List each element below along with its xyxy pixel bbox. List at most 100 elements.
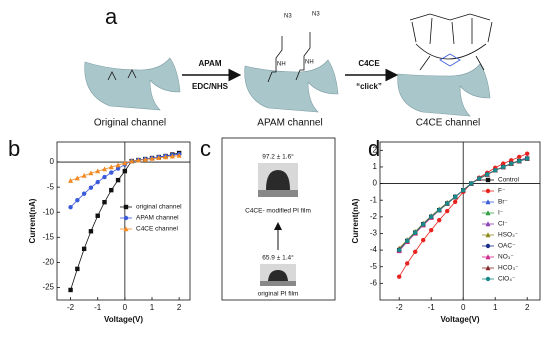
y-tick-label: 0 [373, 179, 378, 188]
caption: C4CE- modified PI film [245, 208, 311, 215]
marker [517, 154, 522, 160]
step-label: “click” [356, 82, 382, 91]
legend-label: Br⁻ [498, 199, 509, 206]
y-tick-label: -2 [370, 212, 378, 221]
marker [156, 155, 162, 160]
channel-apam: N3 N3 NH NH [244, 12, 339, 113]
legend-marker [485, 276, 491, 282]
marker [81, 191, 87, 196]
marker [485, 172, 490, 177]
legend-label: APAM channel [136, 215, 179, 222]
marker [176, 152, 182, 158]
x-tick-label: -2 [396, 303, 404, 312]
marker [142, 156, 148, 162]
marker [74, 175, 80, 181]
x-tick-label: -2 [67, 303, 75, 312]
group-label: N3 [312, 12, 320, 18]
marker [149, 155, 155, 161]
x-tick-label: 1 [150, 303, 155, 312]
y-tick-label: 2 [373, 145, 378, 154]
legend-marker [485, 199, 491, 205]
marker [405, 261, 410, 266]
marker [429, 214, 434, 220]
legend-marker [485, 265, 491, 271]
angle-label: 97.2 ± 1.6° [262, 153, 294, 161]
legend-label: HSO₃⁻ [498, 232, 519, 239]
y-axis-label: Current(nA) [28, 198, 37, 243]
x-tick-label: -1 [94, 303, 102, 312]
legend-label: C4CE channel [136, 226, 178, 233]
x-axis-label: Voltage(V) [441, 315, 480, 324]
marker [95, 213, 100, 218]
marker [421, 237, 426, 243]
marker [453, 194, 458, 200]
marker [95, 179, 100, 185]
x-tick-label: 2 [177, 303, 182, 312]
legend-label: OAC⁻ [498, 243, 516, 250]
marker [81, 172, 87, 178]
marker [88, 170, 94, 176]
marker [75, 197, 80, 203]
marker [129, 158, 135, 164]
marker [115, 162, 121, 168]
y-tick-label: -20 [42, 257, 54, 266]
marker [163, 154, 169, 160]
marker [517, 158, 522, 164]
contact-angle-panel: 97.2 ± 1.6° C4CE- modified PI film 65.9 … [221, 137, 336, 301]
marker [122, 160, 128, 166]
panel-label: b [8, 136, 20, 161]
marker [169, 153, 175, 159]
y-tick-label: -15 [42, 232, 54, 241]
x-tick-label: 2 [525, 303, 530, 312]
legend-label: F⁻ [498, 188, 506, 195]
marker [413, 230, 418, 235]
marker [88, 185, 94, 190]
x-axis-label: Voltage(V) [104, 315, 143, 324]
marker [102, 174, 107, 180]
panel-label: d [368, 136, 380, 161]
step-label: APAM [199, 59, 222, 68]
group-label: NH [277, 62, 286, 68]
x-tick-label: 0 [123, 303, 128, 312]
x-tick-label: 0 [461, 303, 466, 312]
step-label: EDC/NHS [192, 82, 229, 91]
channel-label: APAM channel [257, 118, 322, 129]
marker [413, 249, 418, 254]
legend-marker [485, 221, 491, 227]
x-tick-label: -1 [428, 303, 436, 312]
marker [501, 161, 506, 166]
channel-c4ce [397, 13, 493, 117]
marker [115, 166, 121, 171]
legend-label: original channel [136, 204, 182, 211]
legend-marker [485, 232, 491, 238]
marker [68, 287, 73, 293]
marker [421, 222, 426, 227]
y-tick-label: -3 [370, 229, 378, 238]
legend-marker [123, 226, 129, 232]
y-tick-label: -1 [370, 195, 378, 204]
angle-label: 65.9 ± 1.4° [262, 254, 294, 262]
marker [68, 177, 74, 183]
marker [88, 229, 94, 234]
channel-label: Original channel [94, 118, 166, 129]
step-label: C4CE [358, 59, 380, 68]
marker [102, 199, 107, 205]
marker [525, 151, 530, 156]
marker [68, 205, 73, 210]
marker [108, 164, 114, 170]
y-axis-label: Current(nA) [351, 198, 360, 243]
marker [445, 208, 450, 214]
marker [509, 158, 514, 163]
legend-label: I⁻ [498, 210, 504, 217]
legend-marker [485, 177, 491, 183]
y-tick-label: 1 [373, 162, 378, 171]
y-tick-label: -10 [42, 207, 54, 216]
y-tick-label: -5 [370, 262, 378, 271]
legend-marker [485, 243, 491, 249]
panel-label: a [105, 4, 118, 29]
marker [453, 199, 458, 205]
marker [461, 188, 466, 193]
y-tick-label: 0 [50, 157, 55, 166]
y-tick-label: -4 [370, 245, 378, 254]
